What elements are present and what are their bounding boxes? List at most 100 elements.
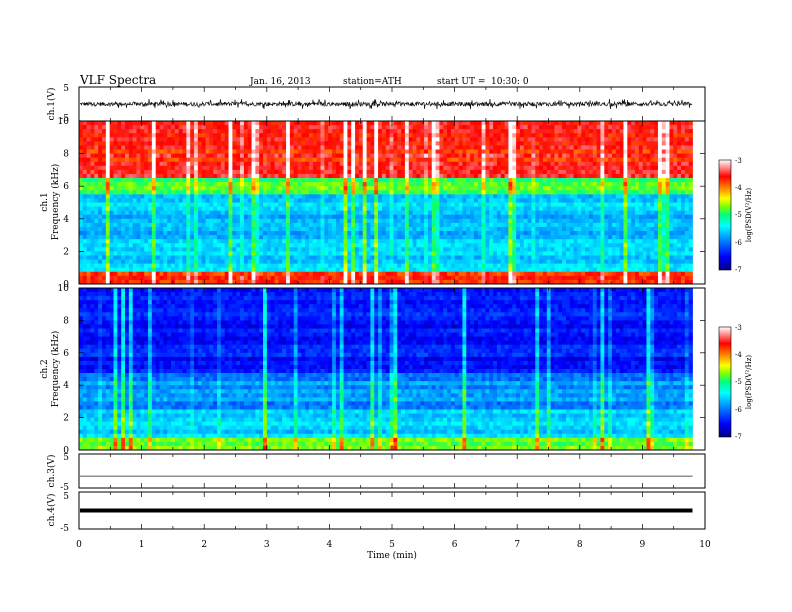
ch1-spec-cell xyxy=(558,157,563,163)
ch1-spec-cell xyxy=(680,226,686,232)
ch1-spec-cell xyxy=(470,218,475,224)
ch1-spec-cell xyxy=(646,214,651,220)
ch1-spec-cell xyxy=(512,157,517,163)
ch1-spec-cell xyxy=(351,222,356,228)
ch1-spec-cell xyxy=(297,222,302,228)
ch1-spec-cell xyxy=(466,218,471,224)
ch1-spec-cell xyxy=(366,231,371,236)
ch1-spec-cell xyxy=(79,235,84,240)
ch1-spec-cell xyxy=(424,239,429,244)
ch1-spec-cell xyxy=(435,121,440,126)
ch1-spec-cell xyxy=(178,137,183,142)
ch1-spec-cell xyxy=(109,235,114,240)
ch1-spec-cell xyxy=(562,137,567,142)
ch1-spec-cell xyxy=(677,226,682,232)
ch1-spec-cell xyxy=(278,149,283,155)
ch1-spec-cell xyxy=(320,235,325,240)
ch1-spec-cell xyxy=(113,153,118,159)
ch1-spec-cell xyxy=(220,198,226,203)
ch1-spec-cell xyxy=(113,231,118,236)
ch1-spec-cell xyxy=(205,194,210,199)
ch1-spec-cell xyxy=(228,182,233,187)
ch1-spec-cell xyxy=(661,210,667,216)
ch1-spec-cell xyxy=(236,153,241,159)
ch1-spec-cell xyxy=(677,149,682,155)
ch1-spec-cell xyxy=(343,206,348,212)
ch1-spec-cell xyxy=(255,145,260,150)
ch1-spec-cell xyxy=(680,231,686,236)
ch1-spec-cell xyxy=(232,239,237,244)
ch1-spec-cell xyxy=(312,145,318,150)
ch1-spec-cell xyxy=(496,137,502,142)
ch1-spec-cell xyxy=(539,137,544,142)
ch1-spec-cell xyxy=(259,222,264,228)
ch1-spec-cell xyxy=(669,129,674,134)
ch1-spec-cell xyxy=(328,202,333,207)
ch1-spec-cell xyxy=(508,235,513,240)
ch1-spec-cell xyxy=(619,133,624,138)
start-time-prefix: start UT = xyxy=(437,77,485,87)
ch1-spec-cell xyxy=(151,243,157,248)
ch1-spec-cell xyxy=(619,161,624,167)
ch1-spec-cell xyxy=(623,173,628,179)
ch1-spec-cell xyxy=(201,165,206,171)
ch1-spec-cell xyxy=(194,137,199,142)
ch1-spec-cell xyxy=(611,121,617,126)
ch1-spec-cell xyxy=(427,173,433,179)
ch1-spec-cell xyxy=(79,121,84,126)
ch1-spec-cell xyxy=(516,121,521,126)
ch1-spec-cell xyxy=(255,178,260,183)
ch1-spec-cell xyxy=(105,121,111,126)
ch1-spec-cell xyxy=(148,129,153,134)
ch1-spec-cell xyxy=(673,186,678,191)
ch1-spec-cell xyxy=(608,235,613,240)
ch1-spec-cell xyxy=(562,121,567,126)
ch1-spec-cell xyxy=(113,218,118,224)
ch1-spec-cell xyxy=(393,194,398,199)
ch1-spec-cell xyxy=(393,149,398,155)
ch1-spec-cell xyxy=(608,153,613,159)
ch1-spec-cell xyxy=(458,186,463,191)
ch1-spec-cell xyxy=(565,210,571,216)
ch1-spec-cell xyxy=(554,165,559,171)
ch1-spec-cell xyxy=(332,226,337,232)
ch1-spec-cell xyxy=(263,149,268,155)
ch1-spec-cell xyxy=(531,145,536,150)
ch1-spec-cell xyxy=(550,231,555,236)
ch1-spec-cell xyxy=(190,141,195,146)
ch1-spec-cell xyxy=(527,202,532,207)
ch1-spec-cell xyxy=(278,141,283,146)
ch1-spec-cell xyxy=(401,129,406,134)
ch1-spec-cell xyxy=(466,226,471,232)
ch1-spec-cell xyxy=(600,190,605,195)
ch1-spec-cell xyxy=(657,182,663,187)
ch1-spec-cell xyxy=(527,231,532,236)
ch1-spec-cell xyxy=(121,222,126,228)
ch1-spec-cell xyxy=(259,190,264,195)
ch1-spec-cell xyxy=(657,226,663,232)
ch1-spec-cell xyxy=(305,182,310,187)
ch1-spec-cell xyxy=(397,125,402,130)
ch1-spec-cell xyxy=(243,125,249,130)
ch1-spec-cell xyxy=(121,206,126,212)
ch1-spec-cell xyxy=(542,161,548,167)
ch1-spec-cell xyxy=(404,198,410,203)
ch1-spec-cell xyxy=(673,145,678,150)
ch1-spec-cell xyxy=(481,125,486,130)
ch1-spec-cell xyxy=(585,198,590,203)
ch1-spec-cell xyxy=(159,214,164,220)
ch1-spec-cell xyxy=(473,186,479,191)
ch1-spec-cell xyxy=(332,178,337,183)
ch1-spec-cell xyxy=(619,202,624,207)
ch1-spec-cell xyxy=(489,153,494,159)
ch1-spec-cell xyxy=(454,218,459,224)
ch1-spec-cell xyxy=(562,198,567,203)
ch1-spec-cell xyxy=(378,137,383,142)
ch1-spec-cell xyxy=(358,141,364,146)
ch1-spec-cell xyxy=(489,129,494,134)
ch1-spec-cell xyxy=(401,157,406,163)
ch1-spec-cell xyxy=(619,222,624,228)
ch1-spec-cell xyxy=(650,137,655,142)
ch1-spec-cell xyxy=(182,194,187,199)
ch1-spec-cell xyxy=(194,206,199,212)
